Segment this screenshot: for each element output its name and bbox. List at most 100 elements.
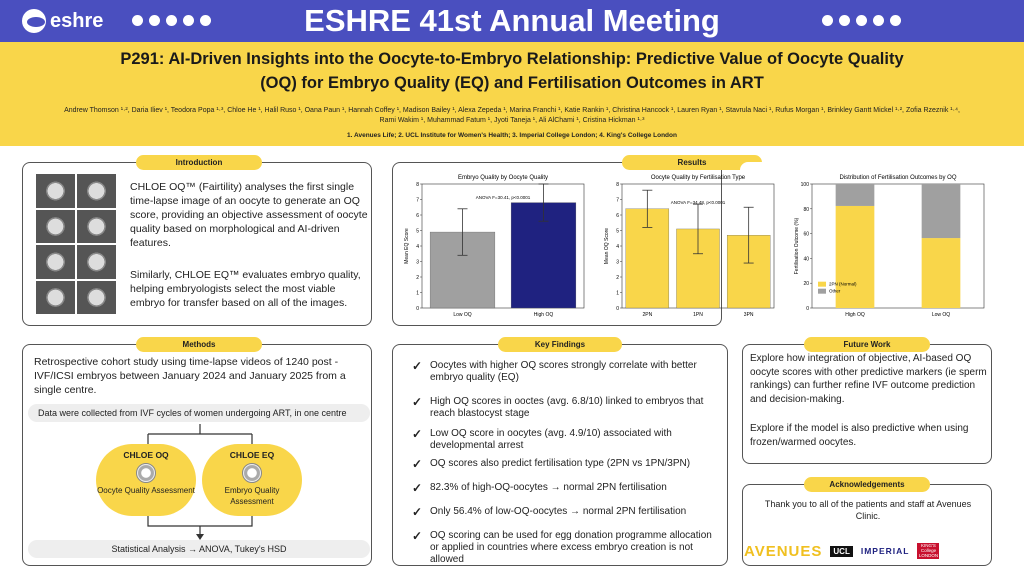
key-finding-item: ✓ Low OQ score in oocytes (avg. 4.9/10) a… (412, 428, 722, 452)
key-finding-text: OQ scores also predict fertilisation typ… (430, 458, 691, 469)
oq-title: CHLOE OQ (123, 450, 169, 460)
y-tick-label: 1 (416, 291, 419, 297)
y-tick-label: 7 (616, 198, 619, 204)
decor-dots-left (132, 15, 211, 26)
y-tick-label: 80 (803, 207, 809, 213)
eshre-logo: eshre (22, 7, 112, 35)
y-tick-label: 4 (416, 244, 419, 250)
key-findings-heading: Key Findings (498, 337, 622, 352)
x-tick-label: Low OQ (932, 312, 950, 318)
methods-heading: Methods (136, 337, 262, 352)
checkmark-icon: ✓ (412, 457, 423, 471)
y-tick-label: 0 (806, 306, 809, 312)
key-finding-item: ✓ High OQ scores in ooctes (avg. 6.8/10) … (412, 396, 722, 420)
y-axis-label: Mean EQ Score (404, 228, 410, 264)
affiliations: 1. Avenues Life; 2. UCL Institute for Wo… (347, 132, 677, 139)
x-tick-label: 1PN (693, 312, 703, 318)
eshre-logo-icon (22, 9, 46, 33)
y-tick-label: 2 (416, 275, 419, 281)
eq-assessment-box: CHLOE EQ Embryo Quality Assessment (202, 444, 302, 516)
legend-entry: Other (829, 289, 841, 294)
key-finding-text: Low OQ score in oocytes (avg. 4.9/10) as… (430, 428, 672, 451)
y-tick-label: 2 (616, 275, 619, 281)
chart-title: Embryo Quality by Oocyte Quality (458, 175, 548, 181)
oocyte-thumbnails (36, 174, 116, 314)
y-tick-label: 100 (801, 182, 810, 188)
checkmark-icon: ✓ (412, 529, 423, 543)
results-heading: Results (622, 155, 762, 170)
flow-arrows-bottom (147, 516, 253, 540)
key-finding-item: ✓ Only 56.4% of low-OQ-oocytes → normal 2… (412, 506, 722, 518)
acknowledgements-text: Thank you to all of the patients and sta… (764, 499, 972, 521)
key-finding-text: High OQ scores in ooctes (avg. 6.8/10) l… (430, 396, 704, 419)
logo-text: eshre (50, 9, 104, 32)
bar-other (921, 184, 961, 239)
y-tick-label: 20 (803, 281, 809, 287)
future-work-heading: Future Work (804, 337, 930, 352)
flow-arrows (144, 424, 256, 452)
chart-eq-by-oq: Embryo Quality by Oocyte Quality 0 1 2 3 4 5 6 7… (400, 170, 590, 327)
oocyte-icon (136, 463, 156, 483)
y-tick-label: 40 (803, 256, 809, 262)
chart-fertilisation-distribution-svg: Distribution of Fertilisation Outcomes b… (794, 175, 985, 318)
chart-oq-by-fertilisation: Oocyte Quality by Fertilisation Type 0 1 2 3… (600, 170, 780, 327)
y-tick-label: 5 (416, 229, 419, 235)
x-tick-label: 2PN (642, 312, 652, 318)
ucl-logo: UCL (830, 545, 853, 557)
anova-annotation: ANOVA F=30.41, p<0.0001 (476, 195, 531, 200)
checkmark-icon: ✓ (412, 481, 423, 495)
y-tick-label: 3 (416, 260, 419, 266)
methods-panel (22, 344, 372, 566)
y-tick-label: 4 (616, 244, 619, 250)
introduction-heading: Introduction (136, 155, 262, 170)
authors: Andrew Thomson ¹·², Daria Iliev ¹, Teodo… (64, 107, 960, 124)
title-band (0, 42, 1024, 146)
y-tick-label: 5 (616, 229, 619, 235)
kings-logo: KING'S College LONDON (917, 543, 940, 559)
imperial-logo: IMPERIAL (860, 546, 910, 556)
key-finding-item: ✓ OQ scoring can be used for egg donation… (412, 530, 722, 566)
eq-title: CHLOE EQ (229, 450, 275, 460)
paper-title: P291: AI-Driven Insights into the Oocyte… (40, 47, 984, 95)
checkmark-icon: ✓ (412, 395, 423, 409)
oq-assessment-box: CHLOE OQ Oocyte Quality Assessment (96, 444, 196, 516)
meeting-title: ESHRE 41st Annual Meeting (304, 3, 720, 38)
statistical-analysis-box: Statistical Analysis → ANOVA, Tukey's HS… (28, 540, 370, 558)
x-tick-label: 3PN (744, 312, 754, 318)
chart-title: Oocyte Quality by Fertilisation Type (651, 175, 746, 181)
decor-dots-right (822, 15, 901, 26)
embryo-icon (242, 463, 262, 483)
y-tick-label: 6 (416, 213, 419, 219)
legend-entry: 2PN (Normal) (829, 282, 857, 287)
y-tick-label: 0 (616, 306, 619, 312)
y-tick-label: 1 (616, 291, 619, 297)
paper-title-line2: (OQ) for Embryo Quality (EQ) and Fertili… (260, 74, 764, 92)
sponsor-logos: AVENUES UCL IMPERIAL KING'S College LOND… (744, 542, 984, 560)
chart-eq-by-oq-svg: Embryo Quality by Oocyte Quality 0 1 2 3 4 5 6 7… (404, 175, 585, 318)
checkmark-icon: ✓ (412, 427, 423, 441)
bar-2pn-normal- (835, 205, 875, 308)
paper-title-line1: P291: AI-Driven Insights into the Oocyte… (120, 50, 904, 68)
y-axis-label: Fertilisation Outcome (%) (794, 217, 800, 274)
legend-swatch (818, 288, 826, 294)
x-tick-label: Low OQ (453, 312, 471, 318)
avenues-logo: AVENUES (744, 542, 823, 560)
x-tick-label: High OQ (845, 312, 865, 318)
y-tick-label: 8 (416, 182, 419, 188)
data-collection-box: Data were collected from IVF cycles of w… (28, 404, 370, 422)
chart-oq-by-fertilisation-svg: Oocyte Quality by Fertilisation Type 0 1 2 3… (604, 175, 775, 318)
future-work-paragraph-2: Explore if the model is also predictive … (750, 423, 969, 448)
y-tick-label: 7 (416, 198, 419, 204)
key-finding-text: OQ scoring can be used for egg donation … (430, 530, 712, 565)
y-tick-label: 6 (616, 213, 619, 219)
checkmark-icon: ✓ (412, 359, 423, 373)
key-finding-item: ✓ Oocytes with higher OQ scores strongly … (412, 360, 722, 384)
eq-label: Embryo Quality Assessment (224, 486, 280, 506)
future-work-paragraph-1: Explore how integration of objective, AI… (750, 353, 987, 405)
key-finding-text: Oocytes with higher OQ scores strongly c… (430, 360, 697, 383)
key-finding-text: 82.3% of high-OQ-oocytes → normal 2PN fe… (430, 482, 667, 493)
bar-2pn-normal- (921, 238, 961, 308)
checkmark-icon: ✓ (412, 505, 423, 519)
x-tick-label: High OQ (534, 312, 554, 318)
y-axis-label: Mean OQ Score (604, 228, 610, 264)
